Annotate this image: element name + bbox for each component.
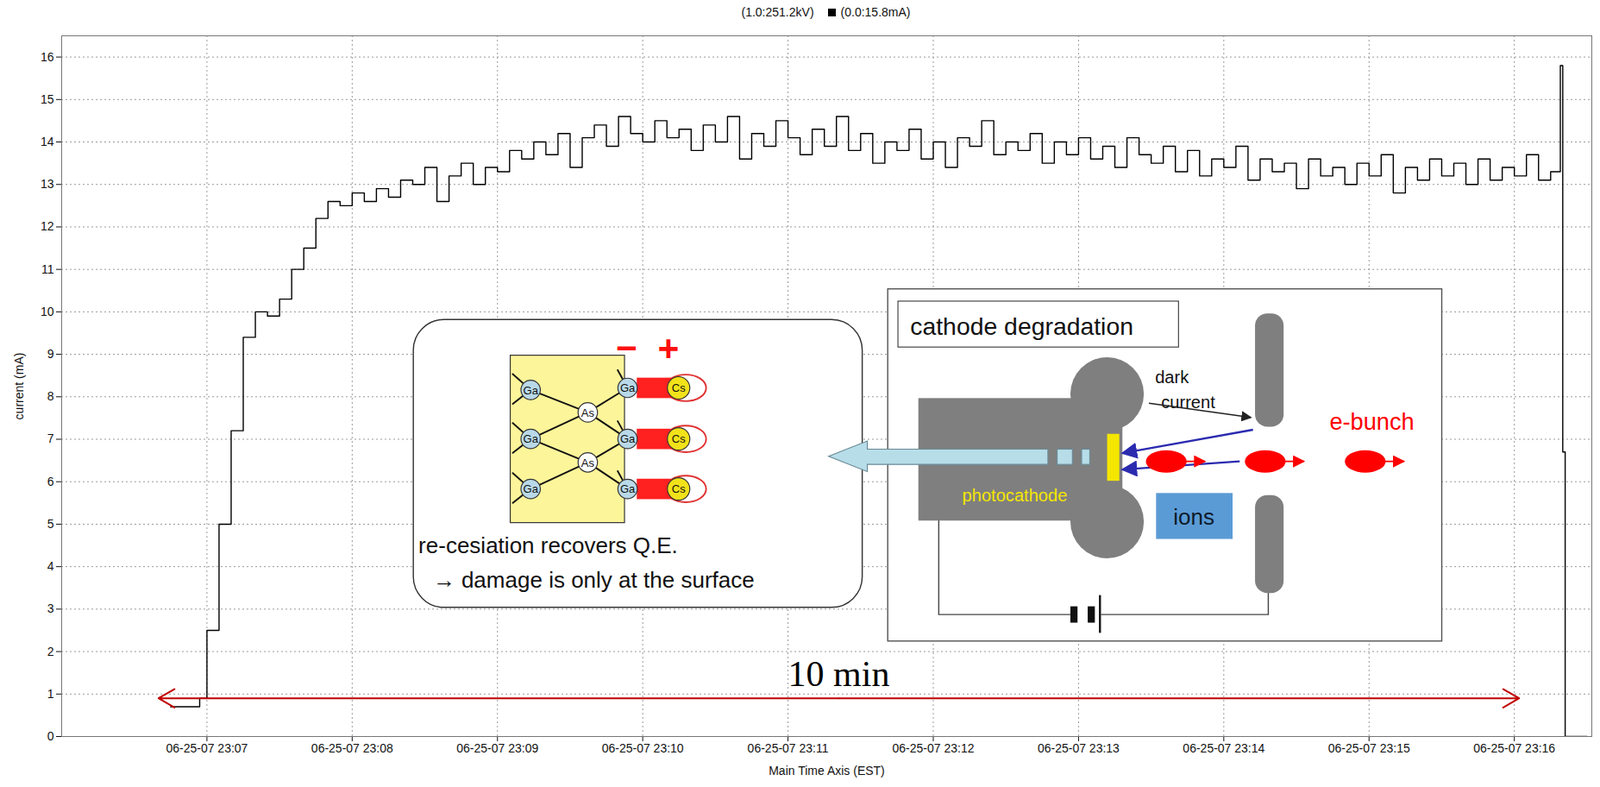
- svg-text:Main Time Axis (EST): Main Time Axis (EST): [768, 763, 885, 778]
- svg-text:As: As: [581, 406, 596, 420]
- svg-text:06-25-07 23:14: 06-25-07 23:14: [1182, 740, 1265, 755]
- svg-text:06-25-07 23:10: 06-25-07 23:10: [602, 740, 684, 755]
- svg-text:14: 14: [40, 134, 55, 149]
- svg-text:7: 7: [47, 431, 55, 446]
- svg-text:As: As: [581, 456, 596, 470]
- svg-text:06-25-07 23:07: 06-25-07 23:07: [165, 740, 248, 755]
- svg-text:15: 15: [40, 92, 55, 107]
- svg-text:06-25-07 23:16: 06-25-07 23:16: [1473, 740, 1556, 755]
- svg-text:−: −: [615, 326, 638, 369]
- svg-text:Ga: Ga: [523, 482, 540, 496]
- svg-text:Ga: Ga: [620, 381, 636, 395]
- svg-text:re-cesiation recovers Q.E.: re-cesiation recovers Q.E.: [418, 532, 678, 559]
- svg-text:Ga: Ga: [523, 383, 540, 397]
- svg-text:1: 1: [47, 686, 55, 701]
- svg-text:10: 10: [40, 304, 55, 319]
- svg-text:5: 5: [47, 516, 55, 531]
- svg-text:Cs: Cs: [671, 381, 686, 395]
- svg-text:current: current: [1160, 392, 1216, 412]
- svg-text:+: +: [657, 326, 679, 369]
- svg-text:06-25-07 23:11: 06-25-07 23:11: [747, 740, 829, 755]
- svg-text:e-bunch: e-bunch: [1329, 407, 1414, 435]
- svg-text:12: 12: [40, 219, 55, 233]
- svg-text:→ damage is only at the surfac: → damage is only at the surface: [432, 566, 755, 593]
- svg-text:ions: ions: [1173, 503, 1215, 530]
- svg-text:0: 0: [47, 728, 55, 743]
- svg-text:3: 3: [47, 601, 55, 615]
- svg-text:6: 6: [47, 474, 55, 489]
- svg-text:dark: dark: [1154, 367, 1190, 387]
- svg-text:Cs: Cs: [671, 432, 686, 446]
- svg-text:Ga: Ga: [620, 482, 636, 496]
- svg-text:06-25-07 23:09: 06-25-07 23:09: [456, 740, 539, 755]
- svg-text:06-25-07 23:12: 06-25-07 23:12: [892, 740, 975, 755]
- svg-text:06-25-07 23:13: 06-25-07 23:13: [1037, 740, 1120, 755]
- html-text:(1.0:251.2kV): (1.0:251.2kV): [741, 5, 814, 19]
- svg-text:current (mA): current (mA): [12, 352, 26, 421]
- svg-text:06-25-07 23:08: 06-25-07 23:08: [311, 740, 394, 755]
- svg-text:06-25-07 23:15: 06-25-07 23:15: [1328, 740, 1411, 755]
- svg-text:Ga: Ga: [523, 432, 540, 446]
- svg-text:Cs: Cs: [671, 482, 686, 496]
- html-text:(0.0:15.8mA): (0.0:15.8mA): [840, 5, 911, 19]
- svg-text:9: 9: [47, 346, 55, 361]
- svg-text:2: 2: [47, 644, 55, 659]
- svg-text:4: 4: [47, 558, 55, 573]
- svg-text:10 min: 10 min: [788, 653, 891, 694]
- svg-text:Ga: Ga: [620, 432, 636, 446]
- svg-text:8: 8: [47, 389, 55, 403]
- svg-text:cathode degradation: cathode degradation: [909, 312, 1134, 340]
- svg-text:13: 13: [40, 176, 55, 191]
- svg-text:16: 16: [40, 50, 55, 64]
- svg-text:11: 11: [41, 262, 55, 277]
- svg-text:photocathode: photocathode: [962, 485, 1068, 505]
